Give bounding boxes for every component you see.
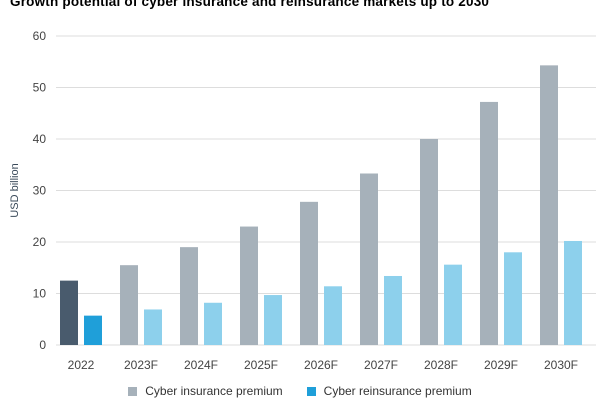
x-tick-label: 2029F <box>484 358 518 372</box>
x-tick-label: 2028F <box>424 358 458 372</box>
bar-chart: 0 10 20 30 40 50 60 USD billion 2022 2023F 2024F 20… <box>9 29 596 372</box>
y-tick-label: 10 <box>33 287 47 301</box>
chart-legend: Cyber insurance premium Cyber reinsuranc… <box>0 384 600 398</box>
y-tick-label: 20 <box>33 235 47 249</box>
bar-insurance <box>360 173 378 345</box>
x-tick-label: 2026F <box>304 358 338 372</box>
legend-label-insurance: Cyber insurance premium <box>145 384 283 398</box>
x-tick-label: 2025F <box>244 358 278 372</box>
legend-swatch-insurance <box>128 386 138 396</box>
legend-swatch-reinsurance <box>306 386 316 396</box>
bar-insurance <box>60 280 78 345</box>
legend-item-reinsurance: Cyber reinsurance premium <box>306 384 472 398</box>
y-tick-label: 0 <box>39 338 46 352</box>
y-tick-label: 50 <box>33 81 47 95</box>
bar-reinsurance <box>324 286 342 345</box>
bar-reinsurance <box>84 315 102 345</box>
bar-reinsurance <box>204 302 222 345</box>
bar-insurance <box>240 226 258 345</box>
bar-reinsurance <box>564 240 582 345</box>
legend-item-insurance: Cyber insurance premium <box>128 384 283 398</box>
bar-insurance <box>420 139 438 345</box>
bar-insurance <box>540 65 558 345</box>
bar-reinsurance <box>264 295 282 345</box>
x-tick-label: 2024F <box>184 358 218 372</box>
bar-insurance <box>300 201 318 345</box>
y-tick-label: 60 <box>33 29 47 43</box>
bar-reinsurance <box>444 264 462 345</box>
chart-title: Growth potential of cyber insurance and … <box>10 0 490 9</box>
bar-insurance <box>180 247 198 345</box>
y-axis-label: USD billion <box>9 163 21 217</box>
bar-reinsurance <box>384 275 402 345</box>
bar-reinsurance <box>504 252 522 345</box>
y-tick-label: 40 <box>33 132 47 146</box>
bar-insurance <box>480 101 498 345</box>
legend-label-reinsurance: Cyber reinsurance premium <box>323 384 472 398</box>
x-tick-label: 2023F <box>124 358 158 372</box>
bar-insurance <box>120 265 138 345</box>
bar-reinsurance <box>144 309 162 345</box>
y-tick-label: 30 <box>33 184 47 198</box>
x-tick-label: 2030F <box>544 358 578 372</box>
x-tick-label: 2022 <box>68 358 95 372</box>
x-tick-label: 2027F <box>364 358 398 372</box>
